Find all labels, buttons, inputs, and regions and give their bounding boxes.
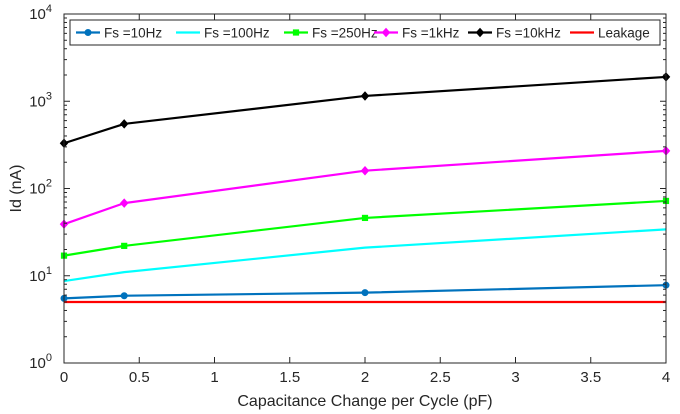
data-point [119,119,129,129]
series-line [63,284,667,300]
y-tick-label: 102 [29,178,52,198]
legend-label: Fs =10kHz [496,26,561,41]
data-point [360,91,370,101]
y-tick-label: 104 [29,3,52,23]
y-tick-label: 100 [29,352,52,372]
x-tick-label: 0 [60,369,68,386]
series-line [63,228,667,283]
plot-area [64,14,666,363]
legend-marker [381,27,391,38]
series-1 [63,228,667,283]
x-tick-label: 2 [361,369,369,386]
tick-layer: 0 0.5 1 1.5 2 2.5 3 3.5 4 100 101 102 103 104 [29,3,670,386]
x-tick-label: 3 [511,369,519,386]
y-tick-label: 103 [29,90,52,110]
legend-label: Fs =100Hz [204,26,270,41]
series-line [63,199,667,257]
legend-label: Leakage [598,26,650,41]
y-tick-label: 101 [29,265,52,285]
series-line [63,75,667,145]
legend-entry: Fs =1kHz [374,26,460,41]
data-point [120,292,128,300]
data-point [119,198,129,208]
legend-label: Fs =1kHz [402,26,460,41]
legend-box [69,19,661,46]
data-point [360,165,370,176]
legend-marker [292,29,300,36]
legend-label: Fs =250Hz [312,26,378,41]
x-tick-label: 2.5 [430,369,451,386]
x-tick-label: 0.5 [129,369,150,386]
x-axis-title: Capacitance Change per Cycle (pF) [237,393,492,410]
legend-entry: Fs =10Hz [76,26,162,41]
legend-entry: Leakage [570,26,650,41]
legend-entry: Fs =10kHz [468,26,561,41]
legend-marker [475,27,485,38]
x-tick-label: 4 [662,369,670,386]
legend-entry: Fs =100Hz [176,26,270,41]
x-tick-label: 3.5 [580,369,601,386]
legend-entry: Fs =250Hz [284,26,378,41]
data-point [121,242,128,249]
y-axis-title: Id (nA) [8,164,25,212]
series-line [63,149,667,226]
data-point [361,214,369,222]
legend: Fs =10Hz Fs =100Hz Fs =250Hz Fs =1kHz Fs =10… [69,19,661,46]
legend-label: Fs =10Hz [104,26,162,41]
data-point [361,289,369,297]
legend-marker [84,29,92,36]
x-tick-label: 1.5 [279,369,300,386]
x-tick-label: 1 [210,369,218,386]
